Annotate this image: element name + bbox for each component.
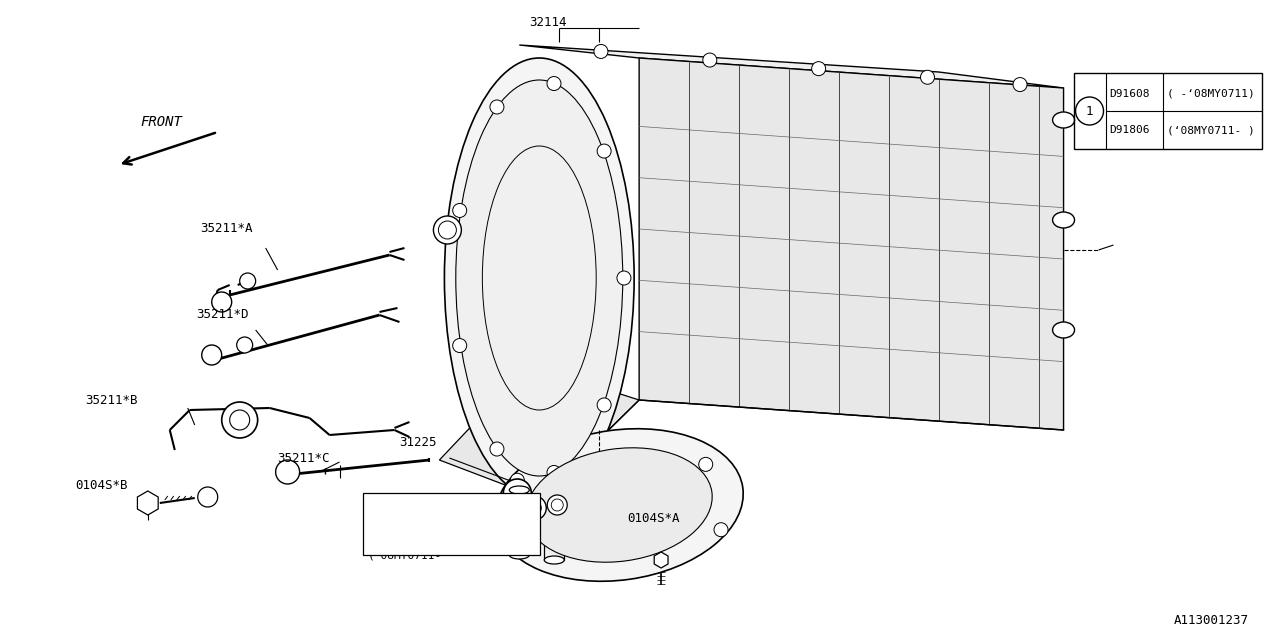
Text: H01806: H01806 [367,534,412,547]
Circle shape [522,496,547,520]
Text: 0104S*A: 0104S*A [627,511,680,525]
Circle shape [211,292,232,312]
Ellipse shape [444,58,634,498]
Text: 35211*A: 35211*A [200,221,252,234]
Circle shape [598,398,611,412]
Ellipse shape [509,486,530,494]
Circle shape [453,339,467,353]
Text: (‘08MY0711- ): (‘08MY0711- ) [1167,125,1256,135]
Ellipse shape [526,448,712,562]
Text: 32114: 32114 [530,15,567,29]
Bar [362,493,540,555]
Circle shape [453,204,467,218]
Text: D91806: D91806 [1110,125,1149,135]
Circle shape [547,77,561,90]
Text: FRONT: FRONT [141,115,183,129]
Text: A113001237: A113001237 [1174,614,1248,627]
Circle shape [439,221,457,239]
Text: 1: 1 [513,486,521,499]
Text: D91608: D91608 [1110,88,1149,99]
Circle shape [229,410,250,430]
Text: 1: 1 [1085,104,1093,118]
Polygon shape [137,491,159,515]
Polygon shape [654,552,668,568]
Circle shape [703,53,717,67]
Circle shape [197,487,218,507]
Circle shape [812,61,826,76]
Ellipse shape [509,551,530,559]
Ellipse shape [1052,212,1074,228]
Circle shape [552,499,563,511]
Polygon shape [639,58,1064,430]
Circle shape [1012,77,1027,92]
Circle shape [1075,97,1103,125]
Circle shape [239,273,256,289]
Circle shape [511,473,525,487]
Circle shape [617,271,631,285]
Ellipse shape [1052,112,1074,128]
Polygon shape [544,500,564,560]
Polygon shape [439,365,639,498]
Text: ('08MY0711-: ('08MY0711- [367,551,442,561]
Circle shape [202,345,221,365]
Circle shape [920,70,934,84]
Ellipse shape [456,80,623,476]
Circle shape [526,539,540,552]
Circle shape [699,458,713,472]
Text: (-'08MY0711): (-'08MY0711) [367,519,448,529]
Circle shape [434,216,461,244]
Circle shape [490,442,504,456]
Circle shape [490,100,504,114]
Circle shape [237,337,252,353]
Circle shape [527,501,541,515]
Ellipse shape [495,429,744,581]
Circle shape [221,402,257,438]
Circle shape [548,495,567,515]
Text: 31225: 31225 [399,435,436,449]
Bar [1074,73,1262,149]
Circle shape [275,460,300,484]
Ellipse shape [544,556,564,564]
Text: 35211*C: 35211*C [278,451,330,465]
Circle shape [547,465,561,479]
Text: 32195: 32195 [367,502,404,515]
Text: 0104S*B: 0104S*B [76,479,128,492]
Polygon shape [509,490,530,555]
Text: 35211*D: 35211*D [196,307,248,321]
Text: ( -‘08MY0711): ( -‘08MY0711) [1167,88,1256,99]
Circle shape [714,523,728,537]
Circle shape [503,479,531,507]
Circle shape [598,144,611,158]
Circle shape [594,44,608,58]
Polygon shape [520,45,1064,88]
Text: 35211*B: 35211*B [84,394,137,406]
Ellipse shape [1052,322,1074,338]
